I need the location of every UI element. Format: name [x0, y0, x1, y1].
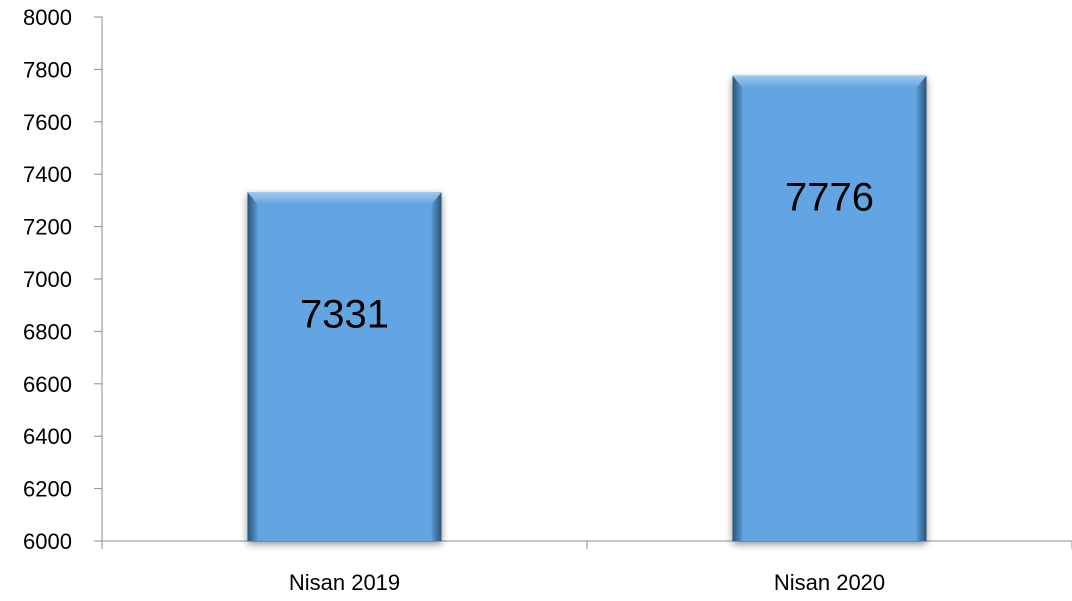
y-tick-label: 6400 [23, 424, 72, 449]
y-tick-label: 7800 [23, 57, 72, 82]
bar [732, 75, 927, 542]
y-tick-label: 6800 [23, 319, 72, 344]
data-label: 7776 [785, 176, 874, 220]
y-tick-label: 7200 [23, 215, 72, 240]
y-tick-label: 6200 [23, 477, 72, 502]
bar-face [257, 204, 432, 541]
bar-face [742, 87, 917, 542]
y-tick-label: 7600 [23, 110, 72, 135]
x-tick-label: Nisan 2019 [289, 570, 400, 595]
y-tick-label: 7000 [23, 267, 72, 292]
bars [247, 75, 927, 542]
bar [247, 192, 442, 541]
x-tick-label: Nisan 2020 [774, 570, 885, 595]
data-labels: Nisan 2019 7331 Nisan 2020 7776 [289, 176, 885, 595]
y-tick-label: 6600 [23, 372, 72, 397]
y-tick-label: 7400 [23, 162, 72, 187]
y-tick-label: 8000 [23, 5, 72, 30]
data-label: 7331 [300, 292, 389, 336]
x-axis [101, 540, 1072, 549]
bar-bevel-top [732, 75, 927, 88]
y-tick-label: 6000 [23, 529, 72, 554]
y-axis: 6000 6200 6400 6600 6800 7000 7200 7400 7600 7800… [23, 5, 103, 554]
bar-bevel-top [247, 192, 442, 205]
